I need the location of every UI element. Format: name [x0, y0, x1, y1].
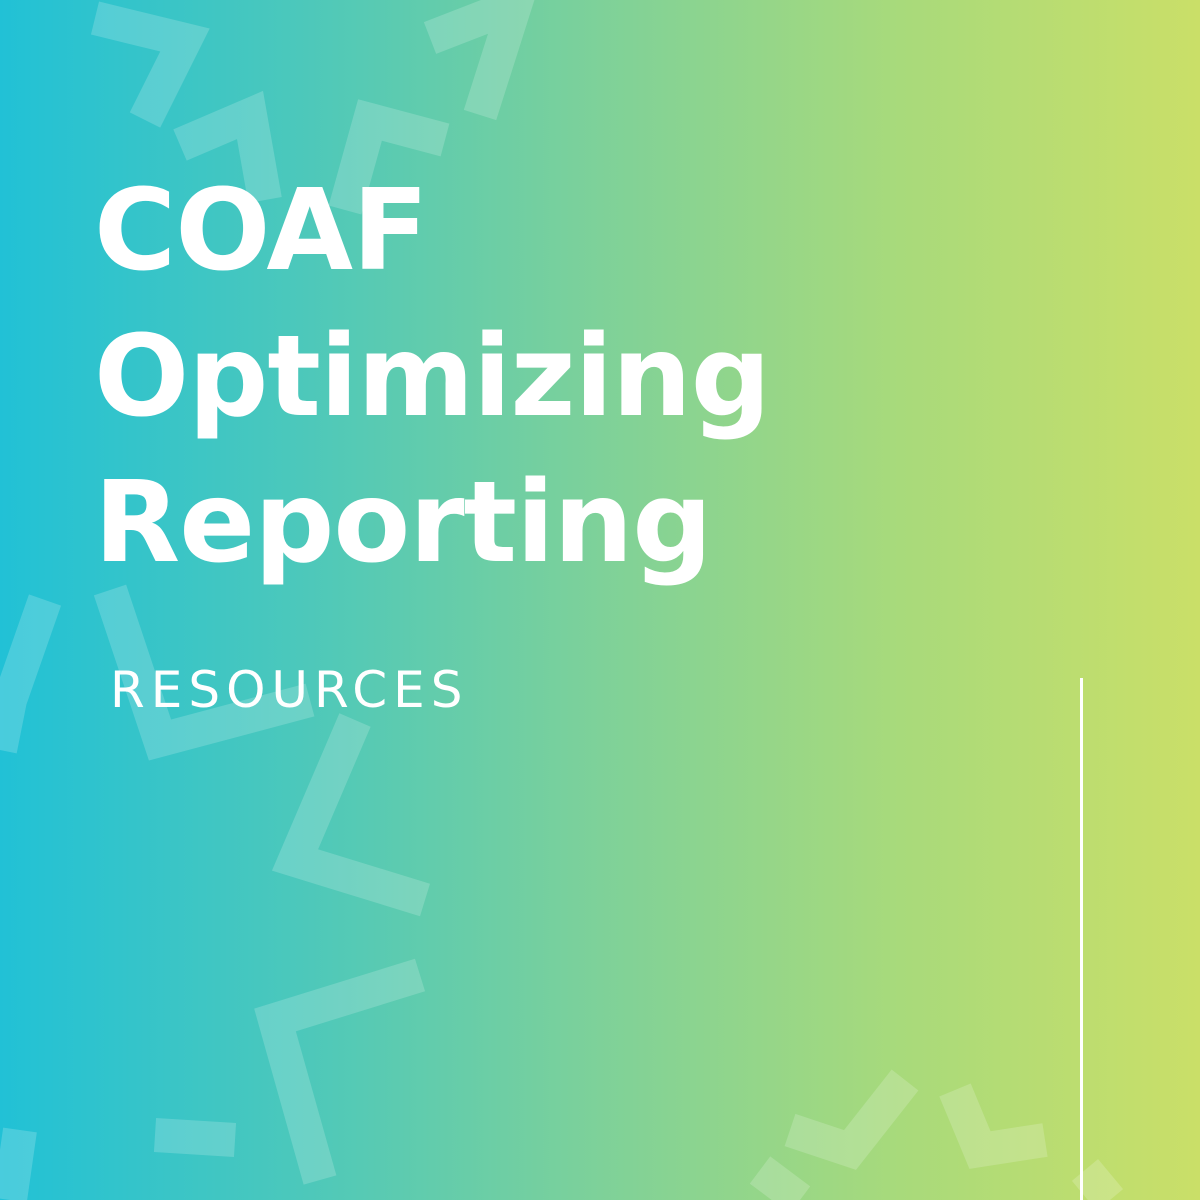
chevron-top-3 — [173, 90, 282, 203]
vertical-divider — [1080, 678, 1083, 1200]
title-line-1: COAF — [94, 166, 429, 296]
chevron-mid-3 — [271, 713, 430, 917]
chevron-low-3 — [153, 1118, 237, 1157]
chevron-br-2 — [939, 1083, 1048, 1169]
chevron-br-3 — [749, 1156, 811, 1200]
page-title: COAF Optimizing Reporting — [94, 158, 771, 596]
chevron-low-2 — [0, 1127, 37, 1200]
chevron-br-1 — [784, 1069, 919, 1170]
chevron-br-4 — [1071, 1159, 1124, 1200]
chevron-mid-2 — [93, 584, 315, 761]
chevron-low-1 — [254, 958, 426, 1185]
chevron-top-2 — [423, 0, 535, 121]
chevron-mid-1 — [0, 594, 62, 754]
chevron-top-1 — [90, 1, 210, 128]
category-label: RESOURCES — [110, 661, 469, 719]
title-line-3: Reporting — [94, 458, 712, 588]
title-line-2: Optimizing — [94, 312, 771, 442]
chevron-top-4 — [328, 99, 450, 215]
